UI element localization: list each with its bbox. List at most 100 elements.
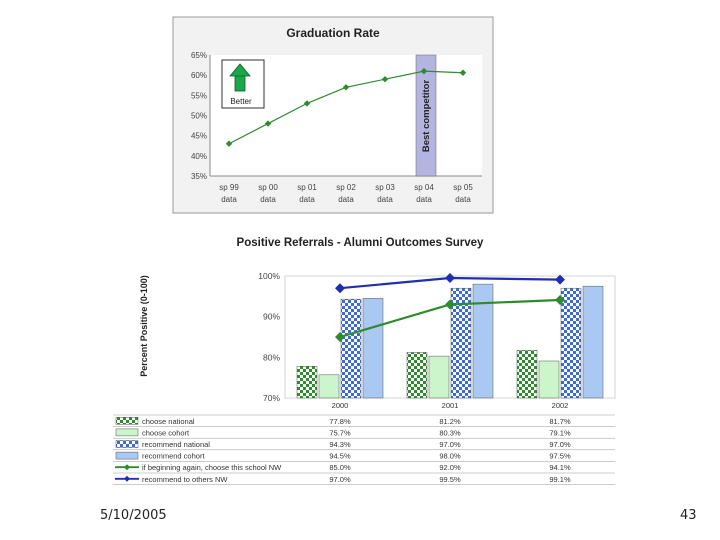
graduation-x-tick-label: sp 05 data (453, 183, 473, 204)
graduation-rate-point (381, 76, 389, 83)
table-row-label: recommend cohort (142, 452, 205, 461)
table-cell: 77.8% (329, 417, 351, 426)
referrals-bar (582, 285, 604, 399)
graduation-rate-chart: Graduation Rate 35% 40% 45% 50% 55% 60% 65% sp… (172, 16, 494, 214)
referrals-bar (362, 298, 384, 399)
up-arrow-icon (229, 63, 251, 92)
referrals-data-table: 2000 2001 2002 choose national 77.8% 81.2% 81.… (113, 401, 615, 485)
referrals-trend-point (555, 274, 565, 285)
graduation-rate-point (420, 67, 428, 75)
graduation-x-tick-line: sp 00 (258, 183, 278, 192)
graduation-x-tick-line: sp 02 (336, 183, 356, 192)
footer-date: 5/10/2005 (100, 508, 167, 523)
graduation-x-tick-label: sp 04 data (414, 183, 434, 204)
table-cell: 80.3% (439, 428, 461, 437)
table-column-header: 2002 (552, 401, 569, 410)
graduation-y-tick-label: 35% (191, 172, 207, 181)
referrals-trend-point (445, 299, 455, 310)
graduation-y-tick-label: 40% (191, 152, 207, 161)
referrals-bar (450, 287, 472, 399)
graduation-x-tick-line: data (221, 195, 237, 204)
referrals-bar (560, 287, 582, 399)
referrals-bar (340, 298, 362, 399)
graduation-x-tick-line: sp 04 (414, 183, 434, 192)
referrals-y-ticks: 70% 80% 90% 100% (258, 271, 280, 403)
table-cell: 94.5% (329, 452, 351, 461)
table-cell: 79.1% (549, 428, 571, 437)
table-legend-swatch (115, 428, 139, 437)
graduation-y-tick-label: 50% (191, 112, 207, 121)
table-row-label: recommend national (142, 440, 210, 449)
table-legend-marker (124, 464, 130, 471)
table-cell: 75.7% (329, 428, 351, 437)
table-row-label: if beginning again, choose this school N… (142, 463, 282, 472)
table-cell: 81.7% (549, 417, 571, 426)
referrals-y-tick-label: 90% (263, 312, 280, 322)
table-cell: 92.0% (439, 463, 461, 472)
graduation-x-tick-line: data (260, 195, 276, 204)
footer-page-number: 43 (680, 508, 697, 523)
graduation-x-tick-label: sp 99 data (219, 183, 239, 204)
table-legend-swatch (115, 451, 139, 460)
referrals-bars (296, 283, 604, 399)
referrals-trend-point (335, 283, 345, 294)
referrals-bar (472, 283, 494, 399)
referrals-bar (428, 355, 450, 399)
graduation-x-tick-label: sp 00 data (258, 183, 278, 204)
graduation-x-tick-line: sp 03 (375, 183, 395, 192)
graduation-x-tick-line: data (299, 195, 315, 204)
referrals-bar (296, 366, 318, 399)
graduation-rate-point (303, 100, 311, 107)
referrals-bar (538, 360, 560, 399)
graduation-y-ticks: 35% 40% 45% 50% 55% 60% 65% (191, 51, 207, 181)
referrals-trend-point (445, 273, 455, 284)
table-row-label: recommend to others NW (142, 475, 228, 484)
table-cell: 98.0% (439, 452, 461, 461)
referrals-y-tick-label: 100% (258, 271, 280, 281)
positive-referrals-chart: Positive Referrals - Alumni Outcomes Sur… (113, 237, 616, 485)
table-row-label: choose national (142, 417, 195, 426)
graduation-y-tick-label: 55% (191, 91, 207, 100)
graduation-rate-point (225, 140, 233, 147)
referrals-y-tick-label: 80% (263, 352, 280, 362)
best-competitor-band (415, 54, 437, 177)
graduation-y-tick-label: 45% (191, 132, 207, 141)
referrals-y-axis-label: Percent Positive (0-100) (139, 275, 149, 377)
graduation-x-tick-line: sp 99 (219, 183, 239, 192)
table-cell: 94.3% (329, 440, 351, 449)
table-column-header: 2000 (332, 401, 349, 410)
referrals-bar (516, 350, 538, 399)
table-cell: 99.1% (549, 475, 571, 484)
referrals-trend-point (555, 294, 565, 305)
graduation-x-tick-label: sp 02 data (336, 183, 356, 204)
table-cell: 99.5% (439, 475, 461, 484)
referrals-bar (318, 374, 340, 399)
graduation-x-tick-line: sp 05 (453, 183, 473, 192)
referrals-trend-point (335, 332, 345, 342)
table-cell: 97.0% (329, 475, 351, 484)
table-legend-swatch (115, 440, 139, 448)
better-label: Better (230, 97, 252, 106)
referrals-chart-title: Positive Referrals - Alumni Outcomes Sur… (237, 237, 485, 249)
graduation-series (225, 67, 467, 147)
best-competitor-label: Best competitor (421, 80, 432, 153)
table-cell: 97.5% (549, 452, 571, 461)
graduation-chart-title: Graduation Rate (286, 26, 380, 40)
table-cell: 97.0% (549, 440, 571, 449)
table-cell: 81.2% (439, 417, 461, 426)
table-row-label: choose cohort (142, 428, 190, 437)
table-cell: 94.1% (549, 463, 571, 472)
table-cell: 85.0% (329, 463, 351, 472)
graduation-x-tick-line: data (377, 195, 393, 204)
table-cell: 97.0% (439, 440, 461, 449)
graduation-rate-point (342, 84, 350, 91)
graduation-x-tick-line: data (455, 195, 471, 204)
graduation-y-tick-label: 60% (191, 71, 207, 80)
graduation-rate-point (264, 120, 272, 127)
graduation-x-tick-line: sp 01 (297, 183, 317, 192)
referrals-lines (335, 273, 565, 342)
referrals-bar (406, 352, 428, 399)
graduation-x-tick-label: sp 03 data (375, 183, 395, 204)
